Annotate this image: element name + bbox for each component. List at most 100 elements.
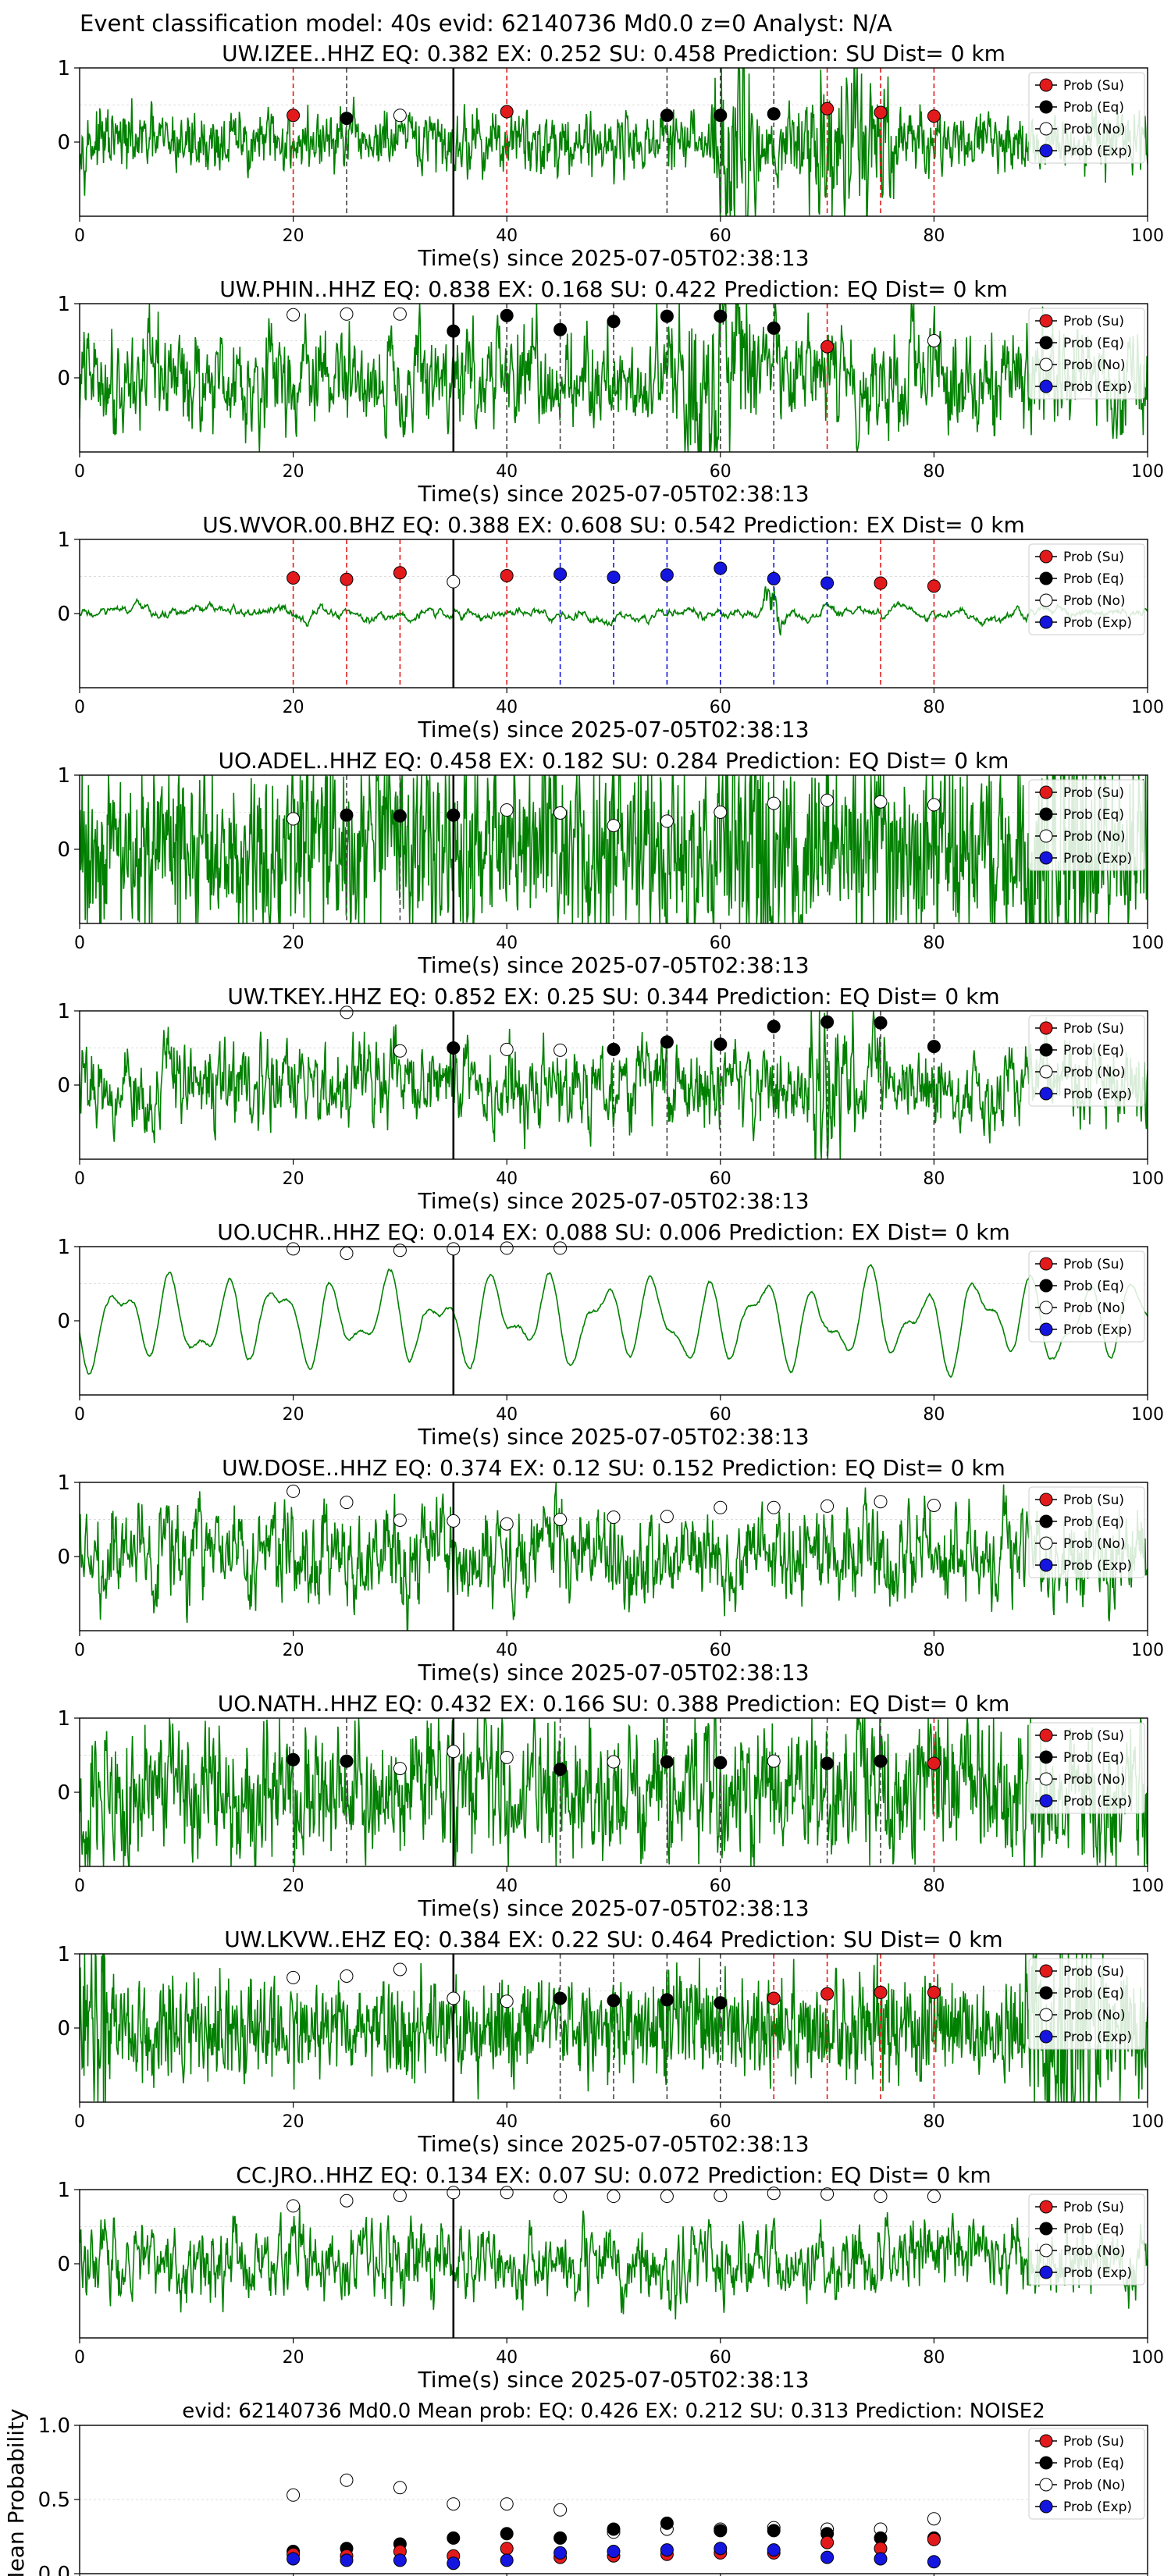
panel-4-prob-point-75 [874,795,888,809]
panel-10-prob-point-40 [500,2186,514,2200]
panel-1-xtick-label: 40 [496,226,518,246]
panel-4-legend: Prob (Su) Prob (Eq) Prob (No) Prob (Exp) [1028,779,1145,871]
panel-1-xlabel: Time(s) since 2025-07-05T02:38:13 [417,245,809,271]
panel-5-legend-marker-eq [1039,1043,1053,1057]
panel-5-prob-point-35 [447,1041,461,1055]
panel-6-ytick-label: 1 [57,1236,70,1259]
panel-11-legend: Prob (Su) Prob (Eq) Prob (No) Prob (Exp) [1028,2428,1145,2520]
panel-6-prob-point-25 [340,1247,354,1261]
panel-10-legend-label-exp: Prob (Exp) [1063,2265,1132,2281]
panel-6-prob-point-20 [287,1242,301,1256]
panel-5-prob-point-50 [607,1042,621,1056]
panel-5-legend-marker-su [1039,1021,1053,1035]
panel-6: UO.UCHR..HHZ EQ: 0.014 EX: 0.088 SU: 0.0… [57,1219,1164,1450]
panel-8-prob-point-75 [874,1754,888,1768]
panel-1-prob-point-55 [660,109,674,123]
panel-1-legend-box [1028,72,1145,164]
panel-4-waveform [80,775,1148,923]
panel-9-prob-point-65 [767,1991,781,2005]
panel-5-legend-label-exp: Prob (Exp) [1063,1087,1132,1102]
panel-9-legend-marker-no [1039,2008,1053,2022]
panel-11-exp-point-80 [927,2555,941,2569]
panel-3-prob-point-25 [340,572,354,586]
panel-7-ytick-label: 0 [57,1546,70,1569]
panel-10-xtick-label: 0 [74,2348,85,2368]
panel-3-prob-point-75 [874,576,888,590]
panels-container: UW.IZEE..HHZ EQ: 0.382 EX: 0.252 SU: 0.4… [3,41,1164,2576]
panel-10-xtick-label: 20 [283,2348,304,2368]
panel-10-legend-label-no: Prob (No) [1063,2243,1126,2259]
panel-1-prob-point-75 [874,105,888,119]
panel-11-legend-marker-eq [1039,2456,1053,2470]
panel-4-prob-point-45 [553,806,568,820]
panel-6-xlabel: Time(s) since 2025-07-05T02:38:13 [417,1424,809,1450]
panel-5-xtick-label: 0 [74,1169,85,1189]
panel-6-xtick-label: 20 [283,1405,304,1425]
panel-2-prob-point-25 [340,307,354,321]
panel-11-ytick-label: 0.5 [38,2489,70,2512]
panel-10-xtick-label: 80 [923,2348,945,2368]
panel-5-prob-point-25 [340,1005,354,1019]
panel-5-legend: Prob (Su) Prob (Eq) Prob (No) Prob (Exp) [1028,1015,1145,1107]
panel-5-legend-marker-exp [1039,1087,1053,1101]
panel-8-xtick-label: 40 [496,1877,518,1896]
panel-2-title: UW.PHIN..HHZ EQ: 0.838 EX: 0.168 SU: 0.4… [219,276,1008,302]
panel-6-prob-point-35 [447,1242,461,1256]
panel-4-prob-point-30 [393,809,407,823]
panel-4-legend-label-eq: Prob (Eq) [1063,807,1124,823]
panel-11-exp-point-35 [447,2556,461,2571]
panel-5-ytick-label: 0 [57,1074,70,1098]
panel-7-legend: Prob (Su) Prob (Eq) Prob (No) Prob (Exp) [1028,1486,1145,1578]
panel-8-legend-marker-eq [1039,1750,1053,1764]
panel-9-xtick-label: 80 [923,2112,945,2132]
panel-3: US.WVOR.00.BHZ EQ: 0.388 EX: 0.608 SU: 0… [57,512,1164,742]
panel-6-xtick-label: 100 [1131,1405,1164,1425]
panel-10-legend: Prob (Su) Prob (Eq) Prob (No) Prob (Exp) [1028,2194,1145,2286]
panel-9-ytick-label: 1 [57,1943,70,1966]
panel-2-prob-point-60 [714,309,728,323]
panel-6-xtick-label: 80 [923,1405,945,1425]
panel-2-xtick-label: 0 [74,462,85,482]
panel-10-prob-point-25 [340,2194,354,2208]
panel-9-ytick-label: 0 [57,2017,70,2041]
panel-10-prob-point-80 [927,2190,941,2204]
panel-7-prob-point-55 [660,1510,674,1524]
panel-11-exp-point-50 [607,2545,621,2558]
panel-4-xtick-label: 40 [496,934,518,953]
panel-2-prob-point-35 [447,324,461,338]
panel-8-prob-point-70 [820,1756,835,1770]
panel-10-prob-point-45 [553,2190,568,2204]
panel-10-prob-point-35 [447,2186,461,2200]
panel-7-waveform [80,1482,1148,1631]
panel-4-prob-point-35 [447,808,461,822]
panel-5-legend-label-su: Prob (Su) [1063,1021,1124,1037]
panel-9-xtick-label: 0 [74,2112,85,2132]
panel-11-no-point-40 [500,2497,514,2511]
panel-3-prob-point-50 [607,570,621,584]
panel-2-legend-marker-exp [1039,379,1053,393]
panel-1-prob-point-20 [287,109,301,123]
panel-6-prob-point-40 [500,1241,514,1255]
panel-1-prob-point-25 [340,112,354,126]
panel-11-legend-label-eq: Prob (Eq) [1063,2456,1124,2471]
panel-11-eq-point-35 [447,2531,461,2545]
panel-11-exp-point-45 [553,2546,568,2560]
panel-8-prob-point-65 [767,1754,781,1768]
panel-10-axes [79,2189,1148,2339]
panel-9-prob-point-45 [553,1991,568,2005]
panel-7-prob-point-20 [287,1484,301,1498]
panel-3-legend-box [1028,543,1145,635]
panel-1-ytick-label: 1 [57,57,70,80]
panel-9-xlabel: Time(s) since 2025-07-05T02:38:13 [417,2131,809,2157]
panel-8-xtick-label: 60 [710,1877,731,1896]
panel-11-eq-point-55 [660,2516,674,2530]
panel-7-legend-marker-su [1039,1493,1053,1507]
panel-8-prob-point-40 [500,1750,514,1764]
panel-11-no-point-25 [340,2473,354,2487]
panel-9-xtick-label: 20 [283,2112,304,2132]
panel-7-xlabel: Time(s) since 2025-07-05T02:38:13 [417,1660,809,1685]
panel-11-su-point-70 [820,2535,835,2549]
panel-11-no-point-30 [393,2481,407,2495]
panel-7-legend-label-exp: Prob (Exp) [1063,1558,1132,1574]
panel-11-eq-point-60 [714,2524,728,2538]
